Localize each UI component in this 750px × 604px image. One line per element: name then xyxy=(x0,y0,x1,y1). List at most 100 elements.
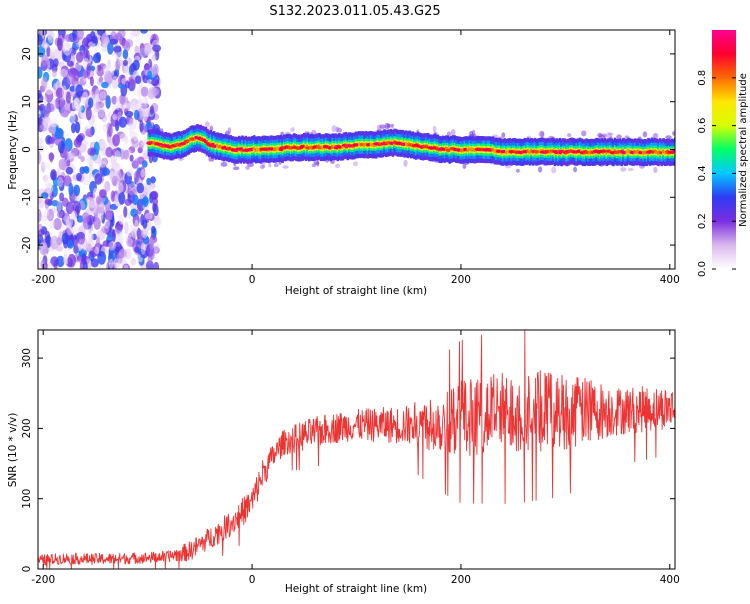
spectrogram-noise-cell xyxy=(126,169,134,177)
spectrogram-faint-cell xyxy=(665,135,672,140)
spectrogram-noise-cell xyxy=(115,96,120,111)
spectrogram-noise-cell xyxy=(38,260,42,269)
spectrogram-noise-cell xyxy=(73,184,81,197)
spectrogram-noise-cell xyxy=(91,94,98,102)
spectrogram-band-cell xyxy=(331,144,334,149)
spectrogram-noise-cell xyxy=(150,176,156,184)
spectrogram-noise-cell xyxy=(54,127,63,140)
spectrogram-x-tick-label: 200 xyxy=(451,274,471,286)
spectrogram-noise-cell xyxy=(51,200,59,207)
spectrogram-noise-cell xyxy=(44,198,53,205)
spectrogram-band-cell xyxy=(217,144,221,149)
spectrogram-noise-cell xyxy=(147,255,153,265)
spectrogram-noise-cell xyxy=(50,235,59,250)
spectrogram-noise-cell xyxy=(82,70,88,79)
spectrogram-faint-cell xyxy=(316,159,320,167)
spectrogram-faint-cell xyxy=(337,127,342,133)
spectrogram-noise-cell xyxy=(71,122,76,134)
spectrogram-noise-cell xyxy=(142,160,148,168)
spectrogram-noise-cell xyxy=(94,246,100,255)
spectrogram-noise-cell xyxy=(147,70,153,79)
spectrogram-peak-cell xyxy=(227,146,232,151)
spectrogram-noise-cell xyxy=(108,258,114,269)
spectrogram-noise-cell xyxy=(154,219,161,230)
spectrogram-noise-cell xyxy=(38,136,43,145)
spectrogram-noise-cell xyxy=(134,158,140,167)
spectrogram-noise-cell xyxy=(135,35,140,45)
spectrogram-faint-cell xyxy=(538,166,543,173)
spectrogram-faint-cell xyxy=(282,165,289,169)
spectrogram-band-cell xyxy=(216,143,219,148)
spectrogram-noise-cell xyxy=(126,41,131,51)
colorbar-tick-label: 0.2 xyxy=(697,213,708,229)
spectrogram-band-cell xyxy=(653,149,657,154)
spectrogram-noise-cell xyxy=(110,190,116,202)
spectrogram-noise-cell xyxy=(38,93,44,104)
spectrogram-noise-cell xyxy=(125,123,134,131)
spectrogram-noise-cell xyxy=(65,166,74,175)
snr-y-tick-label: 0 xyxy=(21,566,33,573)
spectrogram-noise-cell xyxy=(72,69,80,82)
snr-line xyxy=(38,330,675,569)
spectrogram-noise-cell xyxy=(63,252,68,266)
spectrogram-noise-cell xyxy=(86,63,91,77)
spectrogram-noise-cell xyxy=(88,97,94,109)
spectrogram-peak-cell xyxy=(316,146,323,150)
spectrogram-noise-cell xyxy=(114,59,121,71)
spectrogram-band-cell xyxy=(257,147,261,152)
snr-y-tick-label: 300 xyxy=(21,348,33,368)
spectrogram-band-cell xyxy=(405,141,408,146)
spectrogram-noise-cell xyxy=(93,45,98,53)
spectrogram-peak-cell xyxy=(672,149,675,153)
spectrogram-band-cell xyxy=(341,145,345,149)
figure-title: S132.2023.011.05.43.G25 xyxy=(269,4,440,19)
spectrogram-noise-cell xyxy=(63,130,68,139)
spectrogram-band-cell xyxy=(505,150,508,155)
spectrogram-noise-cell xyxy=(49,137,56,145)
spectrogram-y-tick-label: -10 xyxy=(21,189,33,206)
spectrogram-band-cell xyxy=(273,147,276,152)
spectrogram-band-cell xyxy=(526,149,530,153)
spectrogram-noise-cell xyxy=(93,102,101,112)
spectrogram-peak-cell xyxy=(248,147,255,151)
spectrogram-faint-cell xyxy=(204,121,210,128)
spectrogram-noise-cell xyxy=(76,134,84,143)
spectrogram-noise-cell xyxy=(132,194,139,206)
spectrogram-faint-cell xyxy=(581,130,587,137)
spectrogram-band-cell xyxy=(473,148,477,152)
spectrogram-noise-cell xyxy=(144,183,151,194)
spectrogram-noise-cell xyxy=(46,183,54,194)
spectrogram-noise-cell xyxy=(75,84,84,98)
spectrogram-noise-cell xyxy=(97,160,107,168)
spectrogram-faint-cell xyxy=(247,162,255,168)
spectrogram-noise-cell xyxy=(131,139,139,148)
spectrogram-noise-cell xyxy=(107,41,114,55)
spectrogram-noise-cell xyxy=(95,195,102,205)
spectrogram-noise-cell xyxy=(42,162,51,170)
spectrogram-noise-cell xyxy=(108,123,113,137)
spectrogram-faint-cell xyxy=(538,130,545,138)
spectrogram-noise-cell xyxy=(129,154,134,162)
spectrogram-noise-cell xyxy=(136,182,144,194)
spectrogram-band-cell xyxy=(643,150,647,155)
spectrogram-noise-cell xyxy=(62,38,68,53)
spectrogram-noise-cell xyxy=(140,169,146,178)
spectrogram-noise-cell xyxy=(144,212,153,220)
colorbar: 0.0 0.2 0.4 0.6 0.8 Normalized spectral ampl… xyxy=(697,30,749,277)
spectrogram-peak-cell xyxy=(659,151,663,155)
spectrogram-peak-cell xyxy=(477,147,483,152)
spectrogram-noise-cell xyxy=(97,251,107,265)
spectrogram-noise-cell xyxy=(45,86,53,95)
spectrogram-faint-cell xyxy=(220,161,228,167)
spectrogram-noise-cell xyxy=(42,105,50,118)
spectrogram-noise-cell xyxy=(151,54,157,61)
spectrogram-band-cell xyxy=(274,147,278,152)
spectrogram-band-cell xyxy=(363,143,366,147)
spectrogram-noise-cell xyxy=(83,166,90,174)
spectrogram-noise-cell xyxy=(152,44,162,53)
spectrogram-y-tick-label: 20 xyxy=(21,47,33,60)
spectrogram-noise-cell xyxy=(58,158,68,171)
spectrogram-noise-cell xyxy=(129,98,139,106)
spectrogram-noise-cell xyxy=(140,139,150,147)
